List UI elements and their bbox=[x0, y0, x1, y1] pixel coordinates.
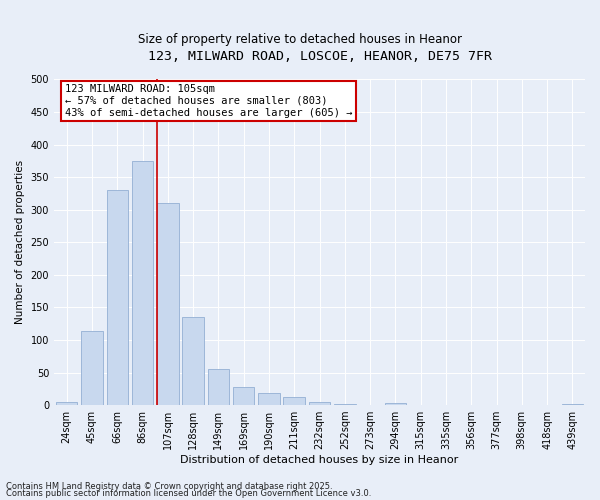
Bar bbox=[309, 402, 330, 405]
Bar bbox=[157, 203, 179, 405]
Text: Contains public sector information licensed under the Open Government Licence v3: Contains public sector information licen… bbox=[6, 489, 371, 498]
Bar bbox=[132, 161, 153, 405]
Bar bbox=[562, 404, 583, 405]
Text: Size of property relative to detached houses in Heanor: Size of property relative to detached ho… bbox=[138, 32, 462, 46]
X-axis label: Distribution of detached houses by size in Heanor: Distribution of detached houses by size … bbox=[181, 455, 458, 465]
Bar bbox=[81, 332, 103, 405]
Text: 123 MILWARD ROAD: 105sqm
← 57% of detached houses are smaller (803)
43% of semi-: 123 MILWARD ROAD: 105sqm ← 57% of detach… bbox=[65, 84, 352, 117]
Bar bbox=[283, 398, 305, 405]
Bar bbox=[107, 190, 128, 405]
Bar bbox=[385, 403, 406, 405]
Bar bbox=[258, 394, 280, 405]
Title: 123, MILWARD ROAD, LOSCOE, HEANOR, DE75 7FR: 123, MILWARD ROAD, LOSCOE, HEANOR, DE75 … bbox=[148, 50, 491, 63]
Bar bbox=[56, 402, 77, 405]
Bar bbox=[334, 404, 356, 405]
Y-axis label: Number of detached properties: Number of detached properties bbox=[15, 160, 25, 324]
Bar bbox=[233, 387, 254, 405]
Bar bbox=[208, 370, 229, 405]
Bar bbox=[182, 317, 204, 405]
Text: Contains HM Land Registry data © Crown copyright and database right 2025.: Contains HM Land Registry data © Crown c… bbox=[6, 482, 332, 491]
